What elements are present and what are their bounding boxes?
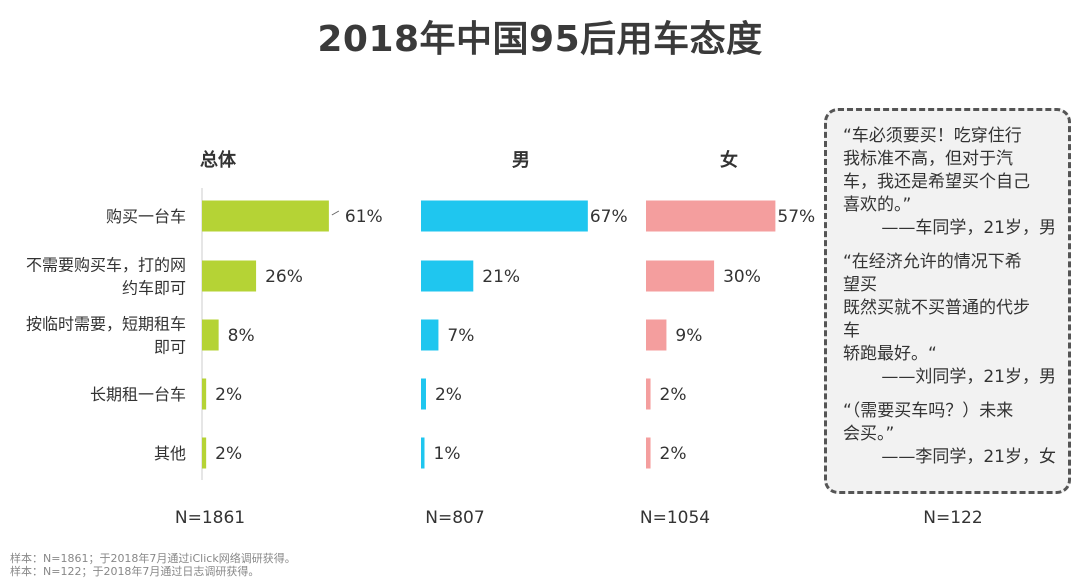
quote-box: “车必须要买！吃穿住行 我标准不高，但对于汽 车，我还是希望买个自己 喜欢的。”…: [824, 108, 1071, 494]
data-label: 2%: [215, 444, 242, 464]
bar: [421, 437, 425, 469]
bar: [421, 260, 474, 292]
footnotes: 样本：N=1861；于2018年7月通过iClick网络调研获得。 样本：N=1…: [10, 552, 296, 578]
data-label: 7%: [447, 326, 474, 346]
quote-attribution: ——李同学，21岁，女: [881, 447, 1056, 467]
bar: [646, 200, 776, 232]
data-label: 9%: [675, 326, 702, 346]
category-label: 长期租一台车: [90, 385, 186, 404]
footnote: 样本：N=1861；于2018年7月通过iClick网络调研获得。: [10, 552, 296, 565]
data-label: 30%: [723, 267, 761, 287]
series-header: 总体: [200, 149, 237, 171]
series-header: 女: [720, 149, 738, 171]
bar: [421, 378, 426, 410]
bar: [202, 200, 329, 232]
quote-text: “（需要买车吗？）未来 会买。”: [843, 401, 1014, 444]
sample-size: N=122: [923, 508, 982, 528]
category-label: 购买一台车: [106, 207, 186, 226]
category-label: 其他: [154, 444, 186, 463]
category-label: 不需要购买车，打的网: [26, 256, 186, 275]
quote-attribution: ——车同学，21岁，男: [881, 218, 1056, 238]
category-label: 按临时需要，短期租车: [26, 315, 186, 334]
sample-size: N=1861: [175, 508, 245, 528]
bar: [421, 319, 439, 351]
bar: [646, 260, 715, 292]
quote-item: “在经济允许的情况下希 望买 既然买就不买普通的代步 车 轿跑最好。“ ——刘同…: [843, 251, 1056, 389]
category-label: 即可: [154, 338, 186, 357]
data-label: 67%: [590, 207, 628, 227]
quote-text: “在经济允许的情况下希 望买 既然买就不买普通的代步 车 轿跑最好。“: [843, 252, 1030, 364]
data-label: 26%: [265, 267, 303, 287]
sample-size: N=807: [425, 508, 484, 528]
data-label: 2%: [215, 385, 242, 405]
data-label: 2%: [660, 385, 687, 405]
bar: [202, 319, 219, 351]
category-label: 约车即可: [122, 279, 186, 298]
quote-item: “车必须要买！吃穿住行 我标准不高，但对于汽 车，我还是希望买个自己 喜欢的。”…: [843, 125, 1056, 240]
bar: [202, 260, 257, 292]
data-label: 61%: [345, 207, 383, 227]
bar: [646, 319, 667, 351]
data-label: 1%: [434, 444, 461, 464]
bar: [421, 200, 588, 232]
chart-title: 2018年中国95后用车态度: [317, 19, 763, 60]
bar: [202, 378, 207, 410]
quote-item: “（需要买车吗？）未来 会买。” ——李同学，21岁，女: [843, 400, 1056, 469]
sample-size: N=1054: [640, 508, 710, 528]
data-label: 2%: [435, 385, 462, 405]
series-header: 男: [512, 150, 530, 171]
quote-text: “车必须要买！吃穿住行 我标准不高，但对于汽 车，我还是希望买个自己 喜欢的。”: [843, 126, 1030, 215]
label-leader-line: [331, 210, 340, 216]
quote-attribution: ——刘同学，21岁，男: [881, 367, 1056, 387]
data-label: 57%: [777, 207, 815, 227]
bar: [646, 437, 651, 469]
data-label: 21%: [482, 267, 520, 287]
footnote: 样本：N=122；于2018年7月通过日志调研获得。: [10, 565, 260, 578]
bar: [202, 437, 207, 469]
bar: [646, 378, 651, 410]
data-label: 2%: [660, 444, 687, 464]
data-label: 8%: [228, 326, 255, 346]
